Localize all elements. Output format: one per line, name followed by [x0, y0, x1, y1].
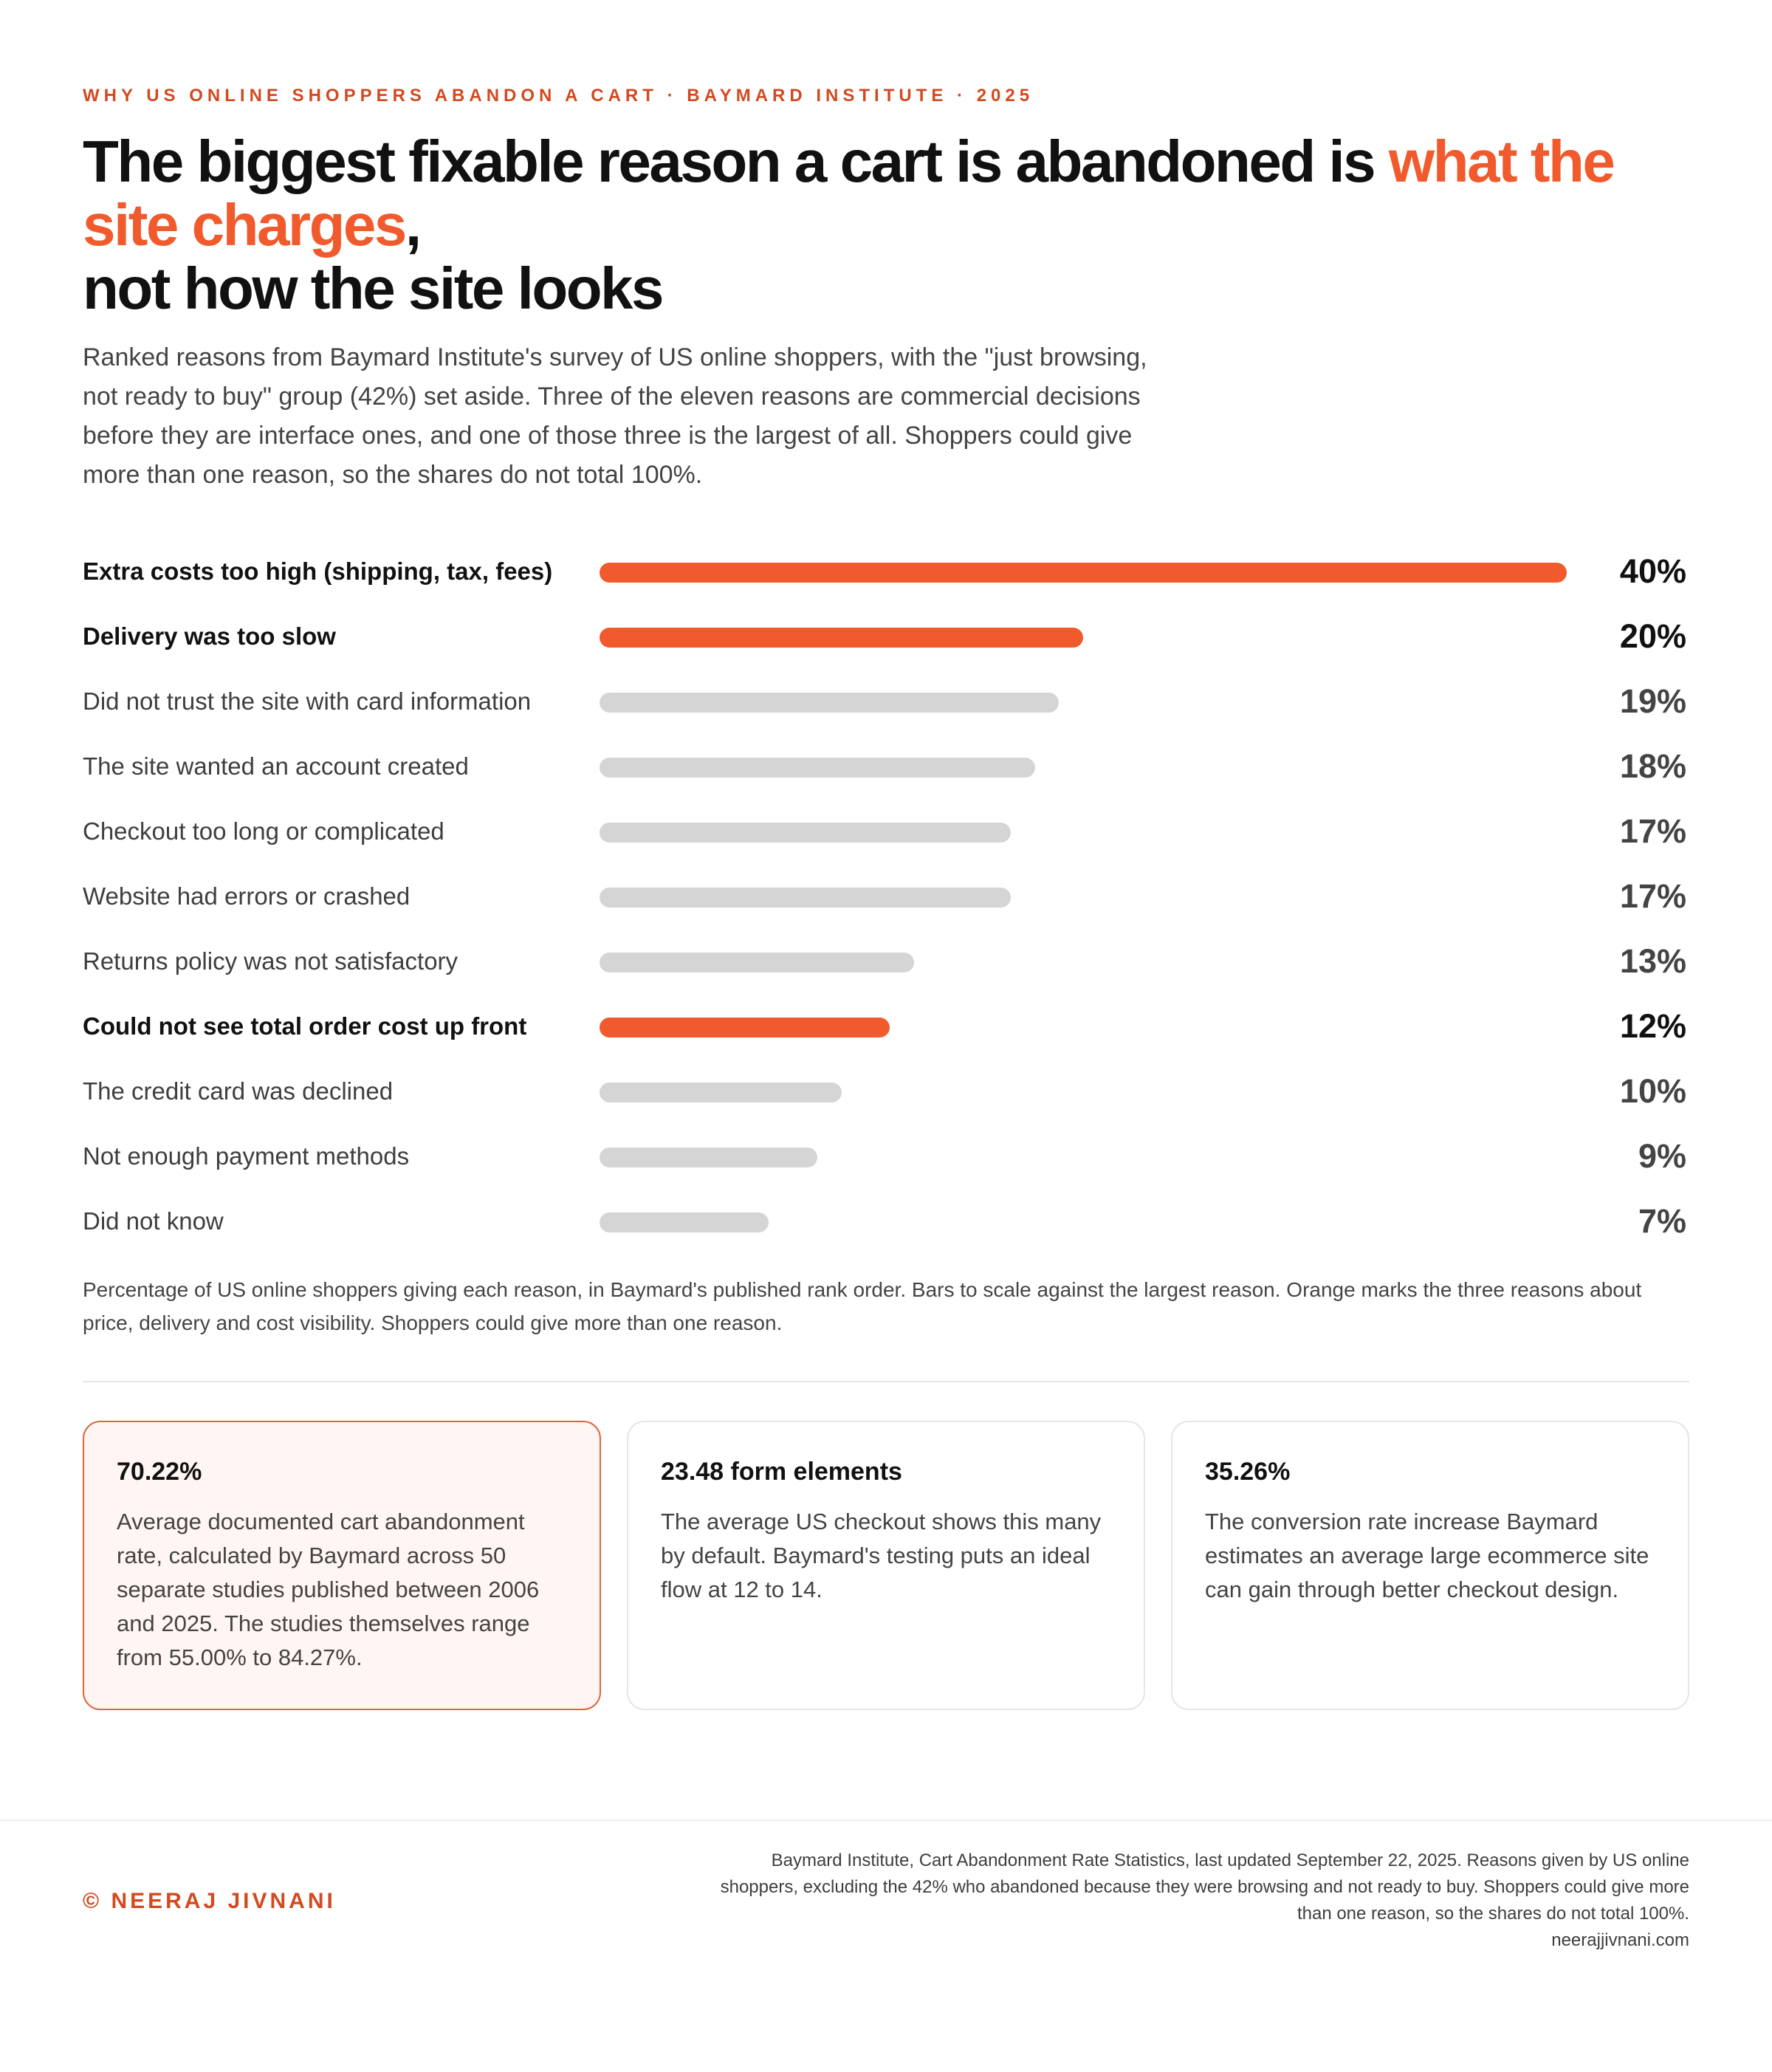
stat-card-body: Average documented cart abandonment rate… [117, 1509, 540, 1670]
eyebrow: WHY US ONLINE SHOPPERS ABANDON A CART · … [83, 86, 1034, 106]
bar [600, 563, 1567, 583]
bar-chart: Extra costs too high (shipping, tax, fee… [0, 539, 1772, 1248]
chart-row: Did not know 7% [0, 1189, 1772, 1254]
headline-accent: what the site charges [83, 128, 1615, 258]
stat-card-title: 23.48 form elements [661, 1458, 902, 1486]
category-label: Extra costs too high (shipping, tax, fee… [83, 558, 553, 585]
value-label: 17% [1619, 812, 1686, 850]
chart-row: Checkout too long or complicated 17% [0, 799, 1772, 864]
chart-row: The credit card was declined 10% [0, 1059, 1772, 1124]
bar [600, 758, 1035, 778]
stat-card-body: The average US checkout shows this many … [661, 1509, 1102, 1602]
chart-row: Extra costs too high (shipping, tax, fee… [0, 539, 1772, 604]
value-label: 12% [1619, 1007, 1686, 1045]
chart-row: Delivery was too slow 20% [0, 604, 1772, 669]
source-text: Baymard Institute, Cart Abandonment Rate… [720, 1850, 1689, 1924]
chart-row: The site wanted an account created 18% [0, 734, 1772, 799]
source-note: Baymard Institute, Cart Abandonment Rate… [715, 1848, 1689, 1954]
value-label: 17% [1619, 877, 1686, 915]
category-label: Did not trust the site with card informa… [83, 687, 532, 715]
value-label: 40% [1619, 552, 1686, 590]
chart-row: Could not see total order cost up front 1… [0, 994, 1772, 1059]
stat-card-title: 70.22% [117, 1458, 202, 1486]
bar [600, 628, 1083, 648]
category-label: Not enough payment methods [83, 1142, 410, 1170]
subhead: Ranked reasons from Baymard Institute's … [83, 343, 1147, 489]
chart-row: Did not trust the site with card informa… [0, 669, 1772, 734]
chart-note: Percentage of US online shoppers giving … [83, 1278, 1642, 1334]
footer-divider [0, 1819, 1772, 1821]
bar [600, 888, 1011, 908]
category-label: The site wanted an account created [83, 752, 469, 780]
category-label: The credit card was declined [83, 1077, 394, 1105]
headline: The biggest fixable reason a cart is aba… [83, 130, 1692, 320]
value-label: 7% [1638, 1202, 1686, 1240]
value-label: 9% [1638, 1137, 1686, 1175]
value-label: 10% [1619, 1072, 1686, 1110]
headline-end: not how the site looks [83, 255, 664, 321]
stat-card-abandonment-rate: 70.22% Average documented cart abandonme… [83, 1421, 601, 1710]
bar [600, 1148, 817, 1167]
stat-card-form-elements: 23.48 form elements The average US check… [627, 1421, 1145, 1710]
bar [600, 823, 1011, 843]
headline-start: The biggest fixable reason a cart is aba… [83, 128, 1389, 194]
value-label: 20% [1619, 617, 1686, 655]
category-label: Checkout too long or complicated [83, 817, 444, 845]
category-label: Could not see total order cost up front [83, 1012, 527, 1040]
stat-card-conversion-increase: 35.26% The conversion rate increase Baym… [1171, 1421, 1689, 1710]
bar [600, 1083, 842, 1102]
section-divider [83, 1381, 1689, 1382]
chart-row: Not enough payment methods 9% [0, 1124, 1772, 1189]
value-label: 18% [1619, 747, 1686, 785]
bar [600, 693, 1059, 713]
value-label: 13% [1619, 942, 1686, 980]
value-label: 19% [1619, 682, 1686, 720]
chart-row: Returns policy was not satisfactory 13% [0, 929, 1772, 994]
website-link[interactable]: neerajjivnani.com [1551, 1930, 1689, 1950]
chart-row: Website had errors or crashed 17% [0, 864, 1772, 929]
bar [600, 1212, 769, 1232]
bar [600, 1018, 890, 1037]
category-label: Delivery was too slow [83, 622, 336, 650]
bar [600, 953, 914, 972]
stat-card-body: The conversion rate increase Baymard est… [1205, 1509, 1649, 1602]
category-label: Returns policy was not satisfactory [83, 947, 459, 975]
author-credit: © NEERAJ JIVNANI [83, 1889, 336, 1913]
category-label: Did not know [83, 1207, 224, 1235]
headline-comma: , [405, 192, 422, 258]
category-label: Website had errors or crashed [83, 882, 411, 910]
stat-card-title: 35.26% [1205, 1458, 1291, 1486]
